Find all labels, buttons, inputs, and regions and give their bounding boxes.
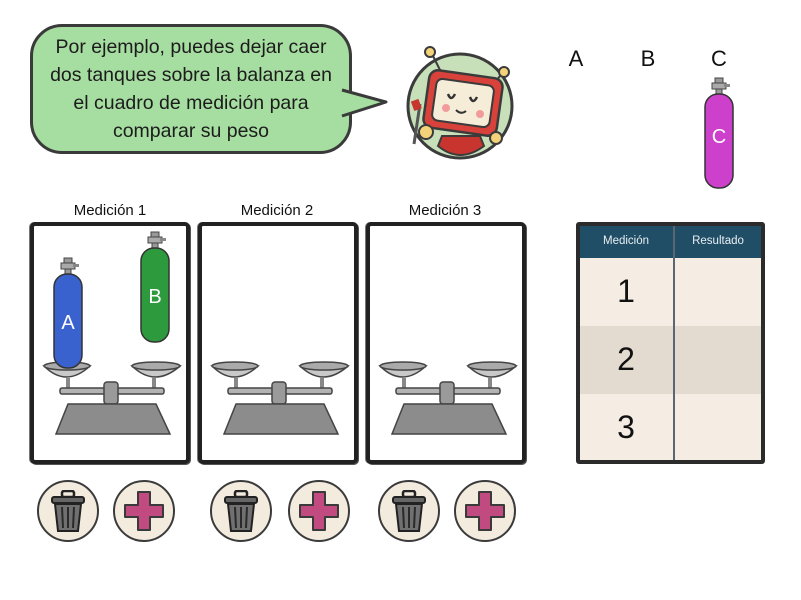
measurement-3-label: Medición 3 [408, 202, 482, 219]
tank-header-a: A [568, 46, 584, 71]
speech-bubble-text: Por ejemplo, puedes dejar caer dos tanqu… [50, 36, 332, 142]
robot-mascot-icon [406, 46, 514, 160]
add-button-1[interactable] [113, 480, 175, 542]
trash-button-2[interactable] [210, 480, 272, 542]
results-row-2: 2 [580, 326, 761, 394]
speech-bubble: Por ejemplo, puedes dejar caer dos tanqu… [30, 24, 352, 154]
tank-a-letter: A [61, 312, 75, 334]
results-table-header: Medición Resultado [580, 226, 761, 258]
measurement-1-label: Medición 1 [73, 202, 147, 219]
measurement-2-label: Medición 2 [240, 202, 314, 219]
gas-tank-b-icon [140, 231, 170, 343]
header-medicion: Medición [602, 235, 650, 247]
gas-tank-a-icon [53, 257, 83, 369]
add-button-2[interactable] [288, 480, 350, 542]
tank-header-c: C [711, 46, 727, 71]
results-row-3-num: 3 [617, 409, 635, 445]
add-button-3[interactable] [454, 480, 516, 542]
results-table: Medición Resultado 1 2 3 [576, 222, 765, 464]
gas-tank-c-icon [704, 77, 734, 189]
trash-icon [392, 490, 426, 532]
trash-button-1[interactable] [37, 480, 99, 542]
tank-header-b: B [640, 46, 656, 71]
trash-icon [51, 490, 85, 532]
results-row-1: 1 [580, 258, 761, 326]
tank-c[interactable]: C [702, 76, 736, 190]
balance-scale-3-icon [378, 361, 518, 435]
speech-bubble-tail [340, 88, 388, 118]
trash-icon [224, 490, 258, 532]
tank-c-letter: C [711, 126, 727, 148]
tank-a[interactable]: A [51, 256, 85, 370]
plus-icon [465, 491, 505, 531]
balance-scale-1-icon [42, 361, 182, 435]
results-row-3: 3 [580, 394, 761, 460]
tank-b-letter: B [148, 286, 162, 308]
tank-b[interactable]: B [138, 230, 172, 344]
trash-button-3[interactable] [378, 480, 440, 542]
results-row-1-num: 1 [617, 273, 635, 309]
results-table-divider [673, 226, 675, 460]
results-row-2-num: 2 [617, 341, 635, 377]
plus-icon [299, 491, 339, 531]
plus-icon [124, 491, 164, 531]
header-resultado: Resultado [692, 235, 744, 247]
balance-scale-2-icon [210, 361, 350, 435]
